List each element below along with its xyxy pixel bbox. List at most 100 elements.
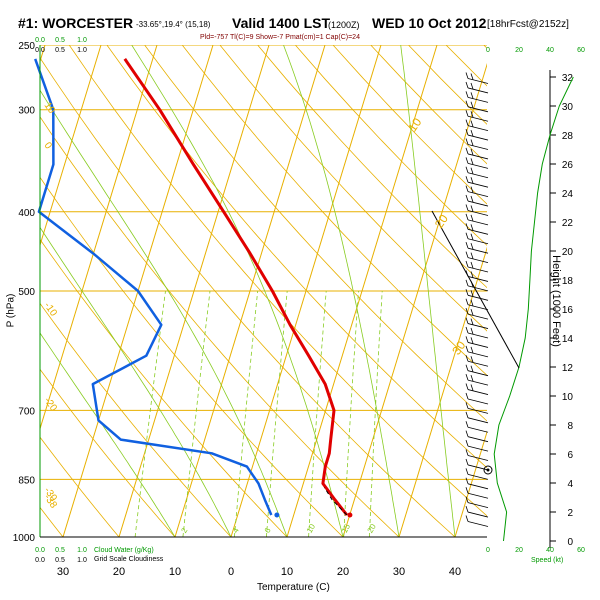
wind-barb-flag: [470, 224, 474, 231]
cloud-top-tick-label: 0.0: [35, 47, 45, 54]
wind-barb-staff: [467, 445, 489, 452]
speed-top-tick-label: 0: [486, 47, 490, 54]
chart-grid: [40, 45, 487, 537]
height-tick-label: 0: [567, 537, 573, 548]
wind-barb-flag: [465, 373, 469, 381]
wind-barb-staff: [467, 294, 489, 301]
wind-barb-flag: [465, 279, 469, 287]
wind-barb-flag: [465, 439, 469, 447]
mixing-ratio-line: [182, 290, 211, 537]
wind-barb: [465, 128, 489, 141]
wind-barb-staff: [467, 125, 489, 132]
temperature-tick-label: 30: [57, 566, 69, 578]
wind-barb-staff: [467, 342, 489, 348]
wind-barb: [465, 119, 489, 132]
wind-barb-flag: [465, 270, 469, 277]
dewpoint-line: [34, 58, 273, 516]
temperature-tick-label: 10: [169, 566, 181, 578]
dry-adiabat-line: [181, 45, 487, 376]
wind-barb: [465, 468, 489, 480]
wind-barb-flag: [470, 327, 474, 335]
dry-adiabat-line: [40, 116, 400, 537]
temperature-tick-label: 30: [393, 566, 405, 578]
isotherm-line: [118, 45, 270, 537]
wind-barb-flag: [470, 271, 474, 278]
wind-barb: [465, 326, 489, 339]
wind-barb-staff: [467, 162, 489, 169]
wind-barb-flag: [465, 496, 469, 503]
wind-barb-flag: [470, 82, 474, 90]
isotherm-line: [230, 45, 382, 537]
moist-adiabat-line: [40, 332, 176, 537]
wind-barb-flag: [465, 260, 469, 268]
wind-barb: [465, 373, 489, 386]
wind-barb-flag: [470, 111, 474, 118]
wind-barb-staff: [467, 200, 489, 207]
parcel-line: [324, 487, 348, 516]
wind-barb-flag: [470, 309, 474, 316]
wind-barb-flag: [465, 91, 469, 98]
wind-barb-flag: [465, 289, 469, 296]
isotherm-line: [454, 430, 487, 537]
dry-adiabat-line: [294, 45, 487, 246]
station-location: -33.65°,19.4° (15,18): [136, 20, 211, 29]
wind-barb: [465, 81, 489, 94]
wind-barb: [465, 242, 489, 254]
pressure-axis-label: P (hPa): [5, 293, 17, 328]
wind-barb-staff: [467, 219, 489, 226]
pressure-tick-label: 400: [18, 208, 35, 219]
wind-barb: [465, 336, 489, 348]
dry-adiabat-line: [40, 176, 344, 537]
mixing-ratio-label: 4: [231, 526, 241, 535]
wind-barb-staff: [467, 511, 489, 518]
moist-adiabat-line: [40, 226, 232, 537]
wind-barb-flag: [470, 167, 474, 174]
wind-barb-flag: [465, 204, 469, 211]
wind-barb-flag: [465, 166, 469, 173]
wind-barb-flag: [470, 214, 474, 222]
wind-barb: [465, 402, 489, 414]
wind-barb-flag: [470, 337, 474, 344]
wind-barb-flag: [470, 101, 474, 108]
cloud-bottom-tick-label: 1.0: [77, 557, 87, 564]
wind-barb-flag: [465, 345, 469, 352]
moist-adiabat-line: [283, 45, 400, 537]
wind-barb-staff: [467, 210, 489, 216]
wind-barb-flag: [470, 280, 474, 288]
wind-barb-staff: [467, 191, 489, 198]
valid-time: Valid 1400 LST: [232, 15, 331, 31]
wind-barb-flag: [465, 355, 469, 362]
wind-barb: [465, 270, 489, 282]
wind-barb-flag: [465, 119, 469, 126]
wind-barb: [465, 166, 489, 179]
wind-barb-flag: [470, 384, 474, 391]
wind-barb-staff: [467, 379, 489, 386]
wind-barb: [465, 176, 489, 188]
wind-barb-flag: [470, 195, 474, 203]
speed-bottom-tick-label: 20: [515, 547, 523, 554]
wind-barb-flag: [470, 356, 474, 363]
height-tick-label: 4: [567, 479, 573, 490]
wind-barb: [465, 487, 489, 499]
dry-adiabat-line: [106, 45, 487, 469]
height-tick-label: 28: [562, 131, 574, 142]
wind-barb: [465, 298, 489, 311]
wind-barb-flag: [465, 421, 469, 428]
wind-barb-flag: [465, 298, 469, 305]
moist-adiabat-line: [131, 45, 344, 537]
wind-barb: [465, 100, 489, 113]
wind-barb-staff: [467, 370, 489, 377]
wind-barb-flag: [465, 392, 469, 400]
wind-barb-flag: [465, 213, 469, 221]
surface-dewpoint-marker: [274, 512, 280, 518]
wind-barb-flag: [470, 290, 474, 297]
height-tick-label: 14: [562, 334, 574, 345]
isotherm-line: [40, 45, 102, 247]
dry-adiabat-line: [144, 45, 487, 422]
wind-barb-flag: [465, 308, 469, 315]
height-tick-label: 10: [562, 392, 574, 403]
wind-barb-flag: [470, 73, 474, 80]
speed-bottom-tick-label: 40: [546, 547, 554, 554]
wind-barb-staff: [467, 276, 489, 282]
